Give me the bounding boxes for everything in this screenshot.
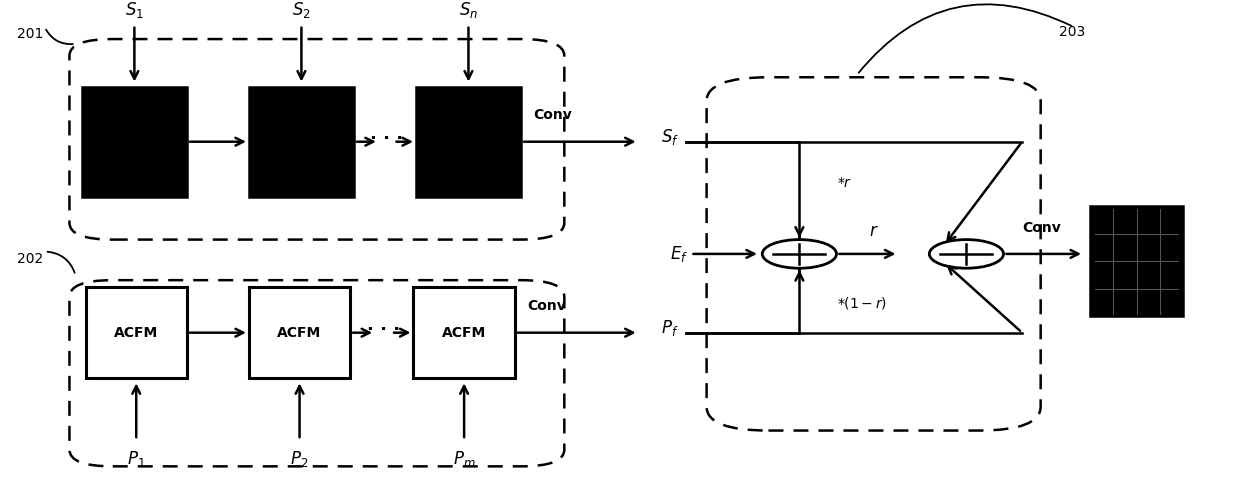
Bar: [415, 87, 521, 197]
Text: Conv: Conv: [527, 299, 565, 313]
Bar: [86, 288, 187, 378]
Text: $P_m$: $P_m$: [453, 449, 475, 469]
Bar: [82, 87, 187, 197]
Text: $E_f$: $E_f$: [670, 244, 688, 264]
Text: $P_2$: $P_2$: [290, 449, 309, 469]
Bar: [1090, 206, 1183, 316]
Text: $P_1$: $P_1$: [126, 449, 145, 469]
Text: ACFM: ACFM: [278, 326, 321, 340]
Text: $S_1$: $S_1$: [125, 0, 144, 20]
Text: 203: 203: [1059, 25, 1085, 39]
Text: ACFM: ACFM: [114, 326, 159, 340]
Text: $S_n$: $S_n$: [459, 0, 477, 20]
Text: 202: 202: [17, 251, 43, 265]
Text: Conv: Conv: [533, 109, 572, 123]
Text: · · ·: · · ·: [370, 130, 403, 148]
Bar: [249, 87, 353, 197]
Text: $S_2$: $S_2$: [291, 0, 311, 20]
Bar: [249, 288, 350, 378]
Text: $* r$: $* r$: [837, 176, 852, 191]
Text: ACFM: ACFM: [441, 326, 486, 340]
Text: $P_f$: $P_f$: [661, 318, 678, 338]
Bar: [413, 288, 515, 378]
Text: $r$: $r$: [869, 222, 878, 240]
Text: 201: 201: [17, 27, 43, 41]
Text: Conv: Conv: [1022, 221, 1061, 235]
Text: $S_f$: $S_f$: [661, 127, 680, 147]
Text: $*(1-r)$: $*(1-r)$: [837, 295, 887, 311]
Text: · · ·: · · ·: [367, 321, 399, 339]
